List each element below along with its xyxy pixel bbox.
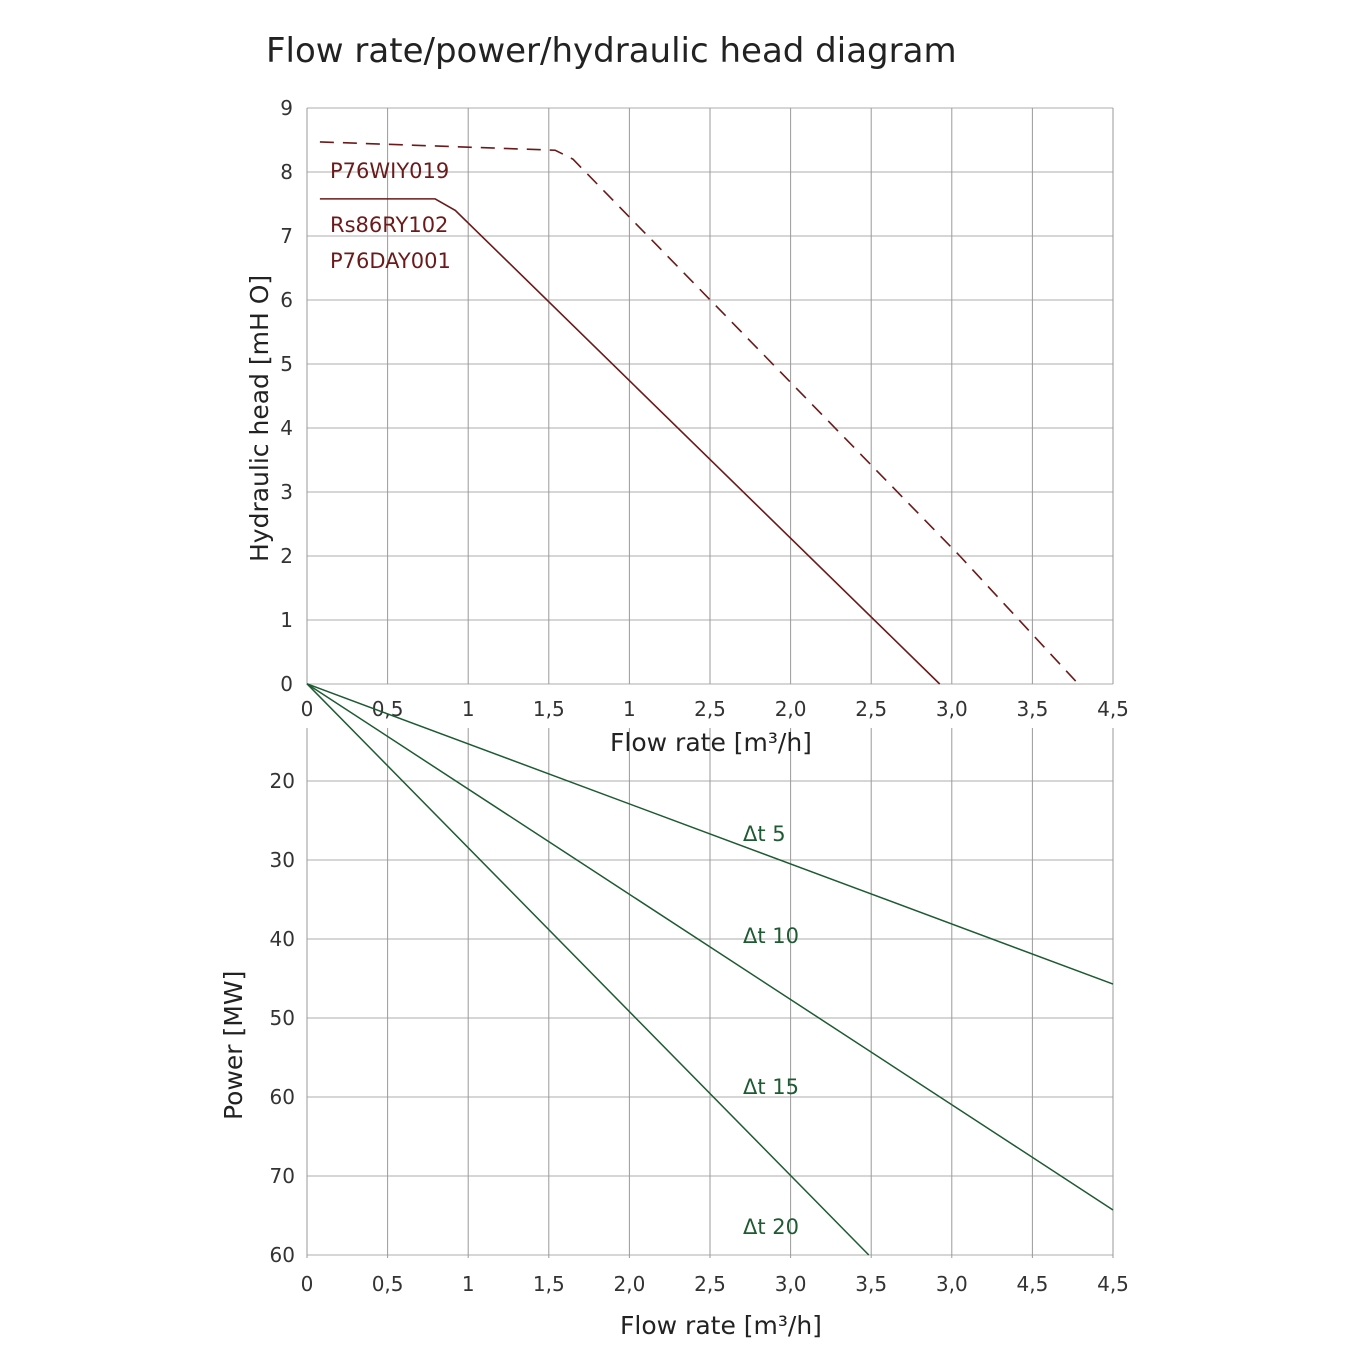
y-axis-label-power: Power [MW]: [219, 971, 248, 1120]
y-tick-label: 0: [280, 672, 293, 696]
y-tick-label: 4: [280, 416, 293, 440]
y-tick-label: 40: [270, 927, 295, 951]
y-tick-label: 20: [270, 769, 295, 793]
x-tick-label: 2,0: [775, 697, 807, 721]
x-tick-label: 4,5: [1097, 1272, 1129, 1296]
y-tick-label: 3: [280, 480, 293, 504]
y-tick-label: 50: [270, 1006, 295, 1030]
x-tick-label: 2,5: [694, 1272, 726, 1296]
curve-label: Δt 20: [743, 1215, 799, 1239]
y-tick-label: 1: [280, 608, 293, 632]
curve-label: Δt 5: [743, 822, 786, 846]
curve-label: Δt 10: [743, 924, 799, 948]
y-tick-label: 5: [280, 352, 293, 376]
x-tick-label: 1,5: [533, 697, 565, 721]
x-tick-label: 0: [301, 1272, 314, 1296]
x-tick-label: 1: [623, 697, 636, 721]
y-tick-label: 2: [280, 544, 293, 568]
y-tick-label: 60: [270, 1243, 295, 1267]
x-tick-label: 1: [462, 697, 475, 721]
y-tick-label: 30: [270, 848, 295, 872]
x-tick-label: 3,0: [936, 697, 968, 721]
x-tick-label: 3,0: [775, 1272, 807, 1296]
y-tick-label: 70: [270, 1164, 295, 1188]
x-tick-label: 3,5: [1016, 697, 1048, 721]
x-tick-label: 2,5: [855, 697, 887, 721]
series-line--t-15: [306, 683, 870, 1256]
x-tick-label: 1,5: [533, 1272, 565, 1296]
curve-label: Δt 15: [743, 1075, 799, 1099]
x-axis-label-top: Flow rate [m³/h]: [610, 728, 812, 757]
x-axis-label-bottom: Flow rate [m³/h]: [620, 1311, 822, 1340]
series-line-rs86ry102-p76day001: [319, 198, 941, 685]
x-tick-label: 4,5: [1016, 1272, 1048, 1296]
x-tick-label: 3,5: [855, 1272, 887, 1296]
y-tick-label: 60: [270, 1085, 295, 1109]
x-tick-label: 4,5: [1097, 697, 1129, 721]
x-tick-label: 1: [462, 1272, 475, 1296]
x-tick-label: 0,5: [372, 1272, 404, 1296]
y-tick-label: 8: [280, 160, 293, 184]
x-tick-label: 2,0: [613, 1272, 645, 1296]
series-line--t-5: [306, 683, 1114, 985]
y-tick-label: 9: [280, 96, 293, 120]
y-axis-label-head: Hydraulic head [mH O]: [245, 275, 274, 562]
x-tick-label: 3,0: [936, 1272, 968, 1296]
x-tick-label: 0: [301, 697, 314, 721]
series-line--t-10: [306, 683, 1114, 1211]
y-tick-label: 7: [280, 224, 293, 248]
chart-title: Flow rate/power/hydraulic head diagram: [266, 31, 957, 71]
y-tick-label: 6: [280, 288, 293, 312]
curve-label: P76DAY001: [330, 249, 451, 273]
curve-label: Rs86RY102: [330, 213, 448, 237]
series-line-p76wiy019: [319, 141, 1079, 685]
x-tick-label: 2,5: [694, 697, 726, 721]
curve-label: P76WIY019: [330, 159, 449, 183]
